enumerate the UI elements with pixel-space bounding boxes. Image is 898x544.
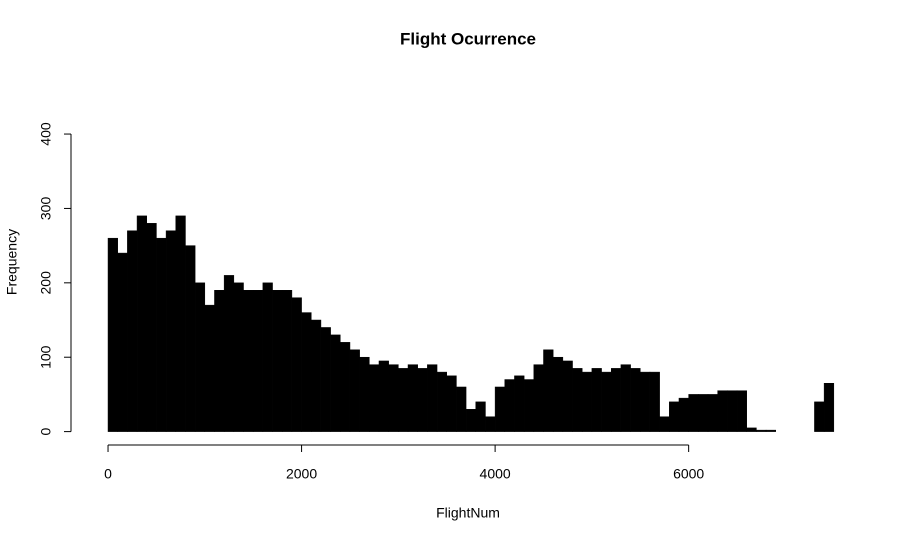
bar bbox=[281, 290, 293, 432]
bar bbox=[485, 416, 496, 432]
bar bbox=[330, 334, 341, 432]
bar bbox=[678, 397, 689, 432]
bar bbox=[591, 368, 602, 432]
bar bbox=[736, 390, 747, 432]
bar bbox=[552, 356, 564, 432]
bar bbox=[436, 371, 447, 432]
bar bbox=[369, 364, 380, 432]
bar bbox=[349, 349, 360, 432]
bar bbox=[194, 282, 206, 432]
bar bbox=[301, 312, 312, 432]
bar bbox=[823, 383, 835, 432]
bar bbox=[504, 379, 515, 432]
chart-title: Flight Ocurrence bbox=[400, 29, 536, 48]
bar bbox=[272, 290, 283, 432]
bar bbox=[417, 368, 428, 432]
bar bbox=[252, 290, 264, 432]
bar bbox=[136, 215, 147, 432]
bar bbox=[127, 230, 138, 432]
bar bbox=[407, 364, 418, 432]
bar bbox=[581, 371, 593, 432]
bar bbox=[204, 304, 215, 432]
bar bbox=[359, 356, 370, 432]
bar bbox=[543, 349, 554, 432]
y-tick-label: 400 bbox=[38, 122, 54, 146]
bar bbox=[717, 390, 728, 432]
bar bbox=[117, 252, 128, 432]
bar bbox=[756, 429, 767, 432]
bar bbox=[727, 390, 738, 432]
bar bbox=[814, 401, 825, 432]
bar bbox=[610, 368, 622, 432]
bar bbox=[378, 360, 389, 432]
bar bbox=[630, 368, 641, 432]
bar bbox=[185, 245, 196, 432]
bar bbox=[320, 327, 331, 432]
x-axis-label: FlightNum bbox=[436, 505, 500, 521]
y-tick-label: 100 bbox=[38, 345, 54, 369]
bar bbox=[649, 371, 660, 432]
bar bbox=[107, 237, 118, 432]
y-axis-label: Frequency bbox=[4, 229, 20, 295]
bar bbox=[533, 364, 544, 432]
bar bbox=[388, 364, 399, 432]
x-tick-label: 6000 bbox=[673, 466, 704, 482]
bar bbox=[669, 401, 680, 432]
bar bbox=[310, 319, 322, 432]
x-tick-label: 4000 bbox=[480, 466, 511, 482]
bar bbox=[688, 394, 699, 432]
bar bbox=[620, 364, 631, 432]
bar bbox=[156, 237, 167, 432]
bar bbox=[465, 409, 477, 432]
bar bbox=[746, 427, 757, 432]
bar bbox=[262, 282, 273, 432]
bar bbox=[175, 215, 186, 432]
x-tick-label: 2000 bbox=[286, 466, 317, 482]
bar bbox=[165, 230, 177, 432]
y-tick-label: 200 bbox=[38, 271, 54, 295]
bar bbox=[601, 371, 612, 432]
bar bbox=[562, 360, 573, 432]
bar bbox=[640, 371, 651, 432]
bar bbox=[514, 375, 525, 432]
bar bbox=[707, 394, 718, 432]
bar bbox=[475, 401, 486, 432]
bar bbox=[572, 368, 583, 432]
bar bbox=[398, 368, 409, 432]
bar bbox=[494, 386, 506, 432]
y-tick-label: 300 bbox=[38, 197, 54, 221]
bar bbox=[291, 297, 302, 432]
bar bbox=[427, 364, 438, 432]
bar bbox=[214, 290, 225, 432]
bar bbox=[446, 375, 457, 432]
bar bbox=[765, 429, 776, 432]
y-tick-label: 0 bbox=[38, 428, 54, 436]
bar bbox=[340, 342, 351, 432]
x-tick-label: 0 bbox=[104, 466, 112, 482]
bar bbox=[243, 290, 254, 432]
bar bbox=[223, 275, 235, 432]
bar bbox=[146, 223, 157, 432]
bar bbox=[456, 386, 467, 432]
bar bbox=[233, 282, 244, 432]
bar bbox=[698, 394, 709, 432]
bar bbox=[659, 416, 670, 432]
bar bbox=[523, 379, 535, 432]
